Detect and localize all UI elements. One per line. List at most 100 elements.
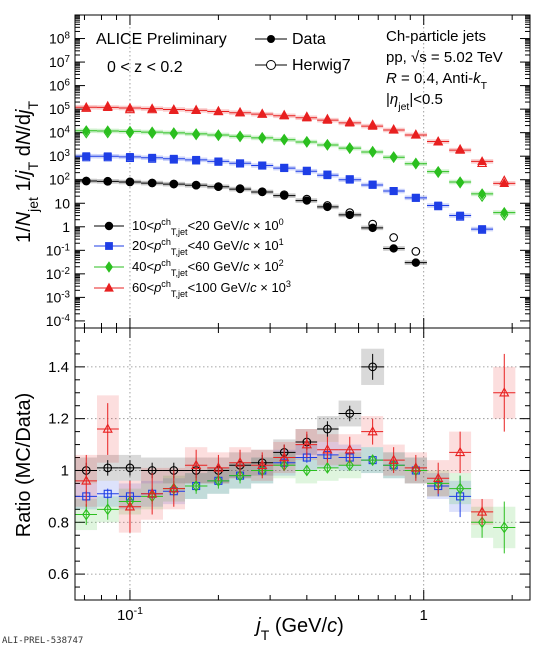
spectra-herwig-point (257, 108, 268, 118)
spectra-y-tick-label: 103 (49, 148, 71, 165)
spectra-herwig-point (125, 153, 135, 163)
eta-cut-label: |ηjet|<0.5 (386, 91, 443, 113)
spectra-herwig-point (213, 105, 224, 116)
spectra-data-point (345, 210, 354, 220)
pt-bin-legend-marker (104, 282, 114, 292)
spectra-herwig-point (389, 233, 399, 242)
spectra-y-tick-label: 10 (54, 195, 70, 211)
ratio-point (454, 446, 466, 457)
pt-bin-legend-marker (105, 261, 113, 273)
spectra-herwig-point (279, 109, 290, 119)
spectra-herwig-point (434, 202, 443, 211)
spectra-data-point (368, 146, 377, 158)
z-range-label: 0 < z < 0.2 (107, 59, 183, 76)
spectra-herwig-point (124, 103, 136, 114)
spectra-data-point (368, 181, 377, 189)
spectra-y-tick-label: 10-3 (46, 289, 71, 306)
ratio-point (124, 501, 136, 511)
ratio-point (345, 409, 355, 418)
spectra-herwig-point (433, 136, 444, 146)
spectra-herwig-point (103, 153, 112, 162)
spectra-data-point (411, 193, 420, 202)
jet-definition-label: R = 0.4, Anti-kT (386, 70, 488, 92)
ratio-y-tick-label: 0.8 (48, 514, 69, 531)
spectra-data-point (389, 244, 398, 253)
spectra-herwig-point (454, 143, 466, 154)
axis-ticks (75, 15, 530, 600)
ratio-point (301, 438, 312, 449)
ratio-point (410, 462, 421, 472)
spectra-data-point (323, 139, 332, 151)
ratio-point (388, 454, 399, 464)
spectra-herwig-point (82, 153, 91, 162)
spectra-data-point (103, 125, 112, 137)
ratio-point (125, 463, 135, 473)
spectra-herwig-point (258, 161, 267, 170)
spectra-herwig-point (102, 100, 113, 111)
spectra-herwig-point (434, 166, 443, 179)
ratio-point (81, 475, 92, 485)
spectra-y-tick-label: 102 (49, 171, 70, 188)
spectra-y-tick-label: 10-1 (46, 242, 70, 259)
spectra-herwig-point (214, 157, 223, 166)
spectra-herwig-point (169, 179, 179, 189)
spectra-y-tick-label: 10-2 (46, 265, 70, 282)
spectra-herwig-point (411, 247, 421, 256)
ratio-uncertainty-bands (75, 348, 516, 549)
spectra-y-tick-label: 106 (49, 77, 71, 94)
ratio-point (234, 457, 246, 467)
spectra-herwig-point (302, 166, 311, 175)
spectra-herwig-point (389, 187, 398, 196)
spectra-herwig-point (476, 157, 488, 168)
spectra-herwig-point (500, 208, 509, 221)
pt-bin-legend-marker (104, 221, 114, 231)
spectra-y-tick-label: 105 (49, 101, 71, 118)
pt-bin-legend-marker (105, 242, 113, 250)
spectra-herwig-point (301, 111, 312, 121)
spectra-herwig-point (368, 145, 377, 158)
spectra-herwig-point (323, 138, 332, 151)
ratio-point (455, 482, 465, 495)
spectra-data-point (280, 134, 289, 146)
spectra-herwig-point (302, 194, 312, 204)
spectra-data-point (499, 178, 510, 187)
ratio-point (476, 506, 488, 516)
spectra-data-point (214, 157, 223, 166)
ratio-point (103, 489, 112, 498)
spectra-data-point (500, 206, 509, 219)
spectra-herwig-point (499, 175, 510, 185)
spectra-herwig-point (82, 126, 91, 139)
spectra-herwig-point (368, 219, 377, 229)
ratio-point (367, 425, 378, 436)
spectra-herwig-point (477, 190, 487, 203)
spectra-data-point (411, 157, 420, 170)
spectra-y-tick-label: 107 (49, 54, 70, 71)
spectra-herwig-point (280, 163, 289, 172)
spectra-data-point (367, 120, 378, 130)
spectra-herwig-point (191, 180, 201, 190)
ratio-point (322, 444, 333, 454)
pt-bin-legend-label: 40<pchT,jet<60 GeV/c × 102 (132, 258, 284, 278)
spectra-herwig-point (147, 127, 157, 140)
ratio-point (213, 462, 224, 472)
spectra-herwig-point (147, 103, 158, 114)
spectra-data-point (302, 167, 311, 176)
spectra-herwig-point (410, 129, 421, 139)
ratio-point (235, 469, 245, 482)
ratio-point (345, 459, 354, 472)
ratio-point (344, 444, 355, 454)
ratio-point (103, 503, 112, 516)
alice-preliminary-label: ALICE Preliminary (96, 31, 227, 48)
data-legend-label: Data (292, 31, 326, 48)
spectra-herwig-point (345, 142, 354, 155)
ratio-point (302, 464, 312, 477)
ratio-point (191, 459, 202, 470)
spectra-data-point (389, 151, 398, 163)
x-tick-label: 1 (420, 607, 428, 624)
spectra-herwig-point (345, 208, 355, 217)
ratio-point (191, 480, 201, 492)
spectra-herwig-point (257, 187, 267, 197)
ratio-point (103, 463, 113, 473)
ratio-y-tick-label: 0.6 (48, 566, 69, 583)
